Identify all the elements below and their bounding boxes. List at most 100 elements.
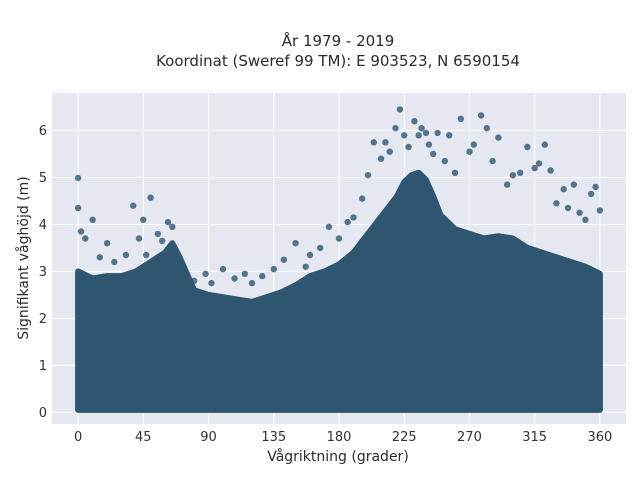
data-point: [401, 132, 408, 139]
data-points: [74, 106, 604, 413]
data-point: [202, 270, 209, 277]
data-point: [248, 279, 256, 287]
data-point: [183, 272, 190, 280]
data-point: [524, 143, 531, 151]
data-point: [535, 160, 543, 167]
y-axis-label: Signifikant våghöjd (m): [15, 176, 32, 339]
y-tick-labels: 0 1 2 3 4 5 6: [39, 124, 47, 421]
data-point: [344, 218, 351, 226]
x-tick-label: 225: [392, 430, 417, 445]
data-point: [418, 125, 425, 132]
data-point: [317, 244, 324, 252]
data-point: [596, 207, 604, 214]
data-point: [441, 157, 448, 165]
data-point: [377, 155, 385, 162]
data-point: [77, 228, 85, 235]
data-point: [564, 204, 572, 212]
y-tick-label: 0: [39, 406, 47, 421]
data-point: [130, 202, 137, 209]
y-tick-label: 6: [39, 124, 47, 139]
data-point: [143, 251, 150, 259]
data-point: [122, 251, 130, 259]
data-point: [74, 174, 82, 182]
data-point: [517, 169, 524, 176]
data-point: [457, 115, 464, 123]
data-point: [415, 132, 422, 139]
data-point: [588, 190, 595, 198]
data-point: [335, 235, 343, 242]
data-point: [82, 235, 89, 242]
y-tick-label: 5: [39, 171, 47, 186]
data-point: [164, 218, 172, 226]
data-point: [302, 263, 309, 270]
y-tick-label: 1: [39, 359, 47, 374]
x-axis-label: Vågriktning (grader): [267, 448, 409, 465]
data-point: [483, 125, 490, 132]
data-point: [292, 240, 299, 247]
x-tick-label: 0: [74, 430, 82, 445]
data-point: [140, 216, 147, 223]
data-point: [425, 141, 433, 148]
x-tick-label: 180: [327, 430, 352, 445]
y-tick-label: 3: [39, 265, 47, 280]
data-point: [582, 216, 589, 223]
y-tick-label: 4: [39, 218, 47, 233]
data-point: [280, 256, 288, 263]
data-point: [241, 270, 248, 277]
x-tick-label: 360: [587, 430, 612, 445]
dense-point-cloud: [75, 169, 603, 413]
data-point: [259, 272, 266, 280]
data-point: [382, 139, 389, 146]
data-point: [208, 279, 215, 287]
data-point: [430, 150, 437, 158]
data-point: [370, 139, 377, 146]
data-point: [386, 148, 393, 155]
data-point: [570, 181, 577, 188]
data-point: [495, 134, 502, 141]
data-point: [89, 216, 96, 223]
chart-title: År 1979 - 2019: [282, 31, 395, 50]
x-tick-label: 90: [200, 430, 217, 445]
data-point: [176, 258, 183, 266]
data-point: [325, 223, 333, 230]
data-point: [547, 167, 554, 174]
data-point: [219, 265, 227, 273]
data-point: [489, 157, 496, 165]
data-point: [135, 235, 143, 242]
y-tick-label: 2: [39, 312, 47, 327]
data-point: [392, 125, 399, 132]
data-point: [231, 275, 238, 282]
data-point: [103, 240, 111, 247]
data-point: [396, 106, 404, 113]
x-tick-label: 135: [261, 430, 286, 445]
data-point: [470, 141, 477, 148]
data-point: [531, 164, 538, 172]
data-point: [466, 148, 473, 155]
data-point: [154, 230, 161, 238]
data-point: [74, 204, 82, 212]
x-tick-label: 315: [522, 430, 547, 445]
data-point: [422, 129, 430, 137]
data-point: [359, 195, 366, 202]
x-tick-label: 270: [457, 430, 482, 445]
data-point: [411, 118, 418, 125]
data-point: [446, 132, 453, 139]
data-point: [350, 214, 357, 221]
data-point: [405, 143, 412, 151]
data-point: [169, 223, 176, 230]
data-point: [96, 254, 104, 261]
data-point: [111, 258, 118, 266]
data-point: [434, 129, 441, 137]
data-point: [190, 277, 198, 284]
data-point: [576, 209, 583, 216]
data-point: [147, 194, 154, 201]
data-point: [306, 251, 314, 259]
data-point: [503, 181, 511, 188]
data-point: [451, 169, 459, 176]
x-tick-labels: 0 45 90 135 180 225 270 315 360: [74, 430, 612, 445]
data-point: [509, 172, 517, 179]
chart-subtitle: Koordinat (Sweref 99 TM): E 903523, N 65…: [156, 52, 520, 70]
data-point: [560, 186, 567, 193]
data-point: [477, 112, 485, 119]
